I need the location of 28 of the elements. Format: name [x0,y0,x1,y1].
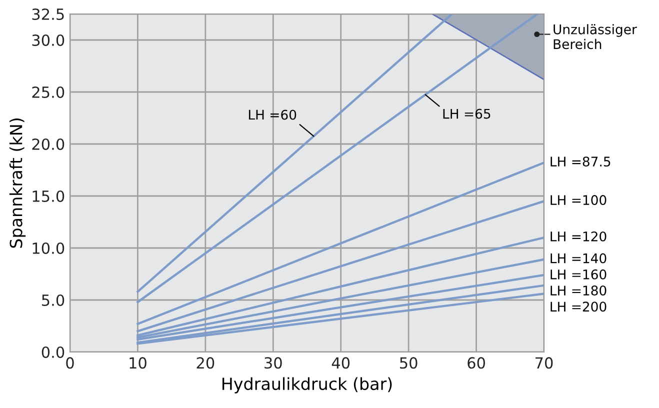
y-tick-label: 15.0 [32,190,64,202]
series-label: LH =200 [550,302,606,312]
x-tick-label: 60 [468,357,485,369]
series-label: LH =140 [550,253,606,264]
series-label: LH =87.5 [550,156,610,167]
series-label: LH =120 [550,231,606,242]
x-tick-label: 40 [332,357,350,369]
x-tick-label: 70 [536,357,553,369]
series-label: LH =60 [248,110,296,120]
series-label: Unzulässiger Bereich [554,24,637,50]
y-tick-label: 25.0 [32,86,64,98]
x-tick-label: 30 [264,357,282,369]
series-label: LH =100 [550,195,606,206]
y-tick-label: 5.0 [42,294,64,306]
series-label: LH =180 [550,286,606,296]
x-tick-label: 20 [196,357,214,369]
x-axis-title: Hydraulikdruck (bar) [222,377,392,394]
series-label: LH =65 [443,108,490,119]
y-tick-label: 32.5 [32,8,64,20]
y-tick-label: 20.0 [32,138,64,150]
x-tick-label: 50 [400,357,418,369]
y-tick-label: 30.0 [32,34,64,46]
series-label: LH =160 [550,269,606,280]
y-axis-title: Spannkraft (kN) [9,118,26,248]
x-tick-label: 10 [130,357,146,369]
y-tick-label: 0.0 [42,346,64,358]
y-tick-label: 10.0 [32,242,64,254]
x-tick-label: 0 [66,357,74,369]
